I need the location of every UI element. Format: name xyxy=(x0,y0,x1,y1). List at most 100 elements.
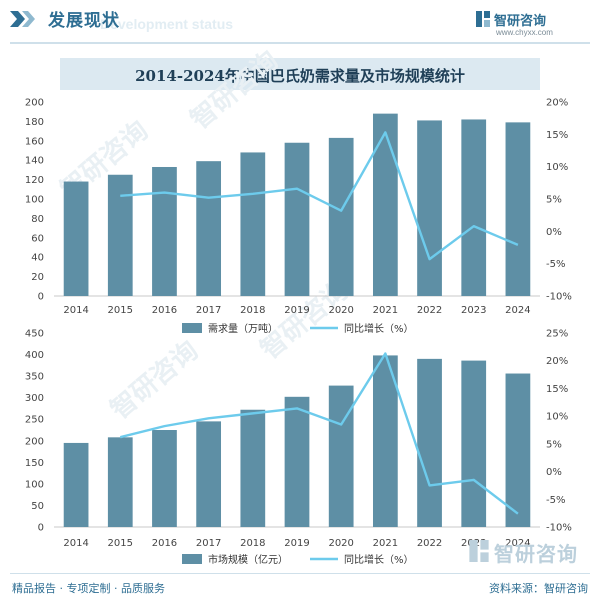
bar xyxy=(152,166,177,296)
legend-bar-swatch xyxy=(182,323,202,333)
x-tick-label: 2015 xyxy=(108,538,133,549)
bar xyxy=(284,396,310,527)
y-right-tick-label: 0% xyxy=(546,227,562,238)
y-left-tick-label: 200 xyxy=(25,436,44,447)
demand-chart: 0 20 40 60 80 100 120 140 160 180 200 -10% -5% 0% 5% 10… xyxy=(25,98,572,336)
y-left-tick-label: 140 xyxy=(25,156,44,167)
bar xyxy=(417,120,442,297)
bar xyxy=(505,373,531,527)
legend-bar-label: 需求量（万吨） xyxy=(208,322,278,335)
x-tick-label: 2022 xyxy=(417,305,442,316)
chart-title-background xyxy=(60,58,540,90)
y-left-tick-label: 450 xyxy=(25,329,44,340)
y-right-tick-label: -10% xyxy=(546,523,572,534)
legend-line-label: 同比增长（%） xyxy=(344,553,414,566)
legend: 需求量（万吨） 同比增长（%） xyxy=(182,322,414,335)
header-chevron-icon xyxy=(10,11,35,27)
x-tick-label: 2019 xyxy=(284,305,309,316)
bar xyxy=(461,360,487,527)
y-right-tick-label: -10% xyxy=(546,292,572,303)
y-left-tick-label: 40 xyxy=(31,253,44,264)
brand-icon xyxy=(476,11,490,27)
growth-line xyxy=(119,352,519,515)
y-right-tick-label: 20% xyxy=(546,356,568,367)
chart-title-bar: 2014-2024年中国巴氏奶需求量及市场规模统计 xyxy=(0,58,600,90)
y-left-tick-label: 0 xyxy=(38,523,44,534)
legend-line-label: 同比增长（%） xyxy=(344,322,414,335)
growth-line xyxy=(120,131,519,261)
y-right-tick-label: 10% xyxy=(546,412,568,423)
bar xyxy=(328,137,354,296)
header-ghost-text: Development status xyxy=(100,16,234,32)
y-left-tick-label: 350 xyxy=(25,372,44,383)
y-right-tick-label: 0% xyxy=(546,467,562,478)
bar xyxy=(152,430,177,527)
x-tick-label: 2024 xyxy=(505,305,530,316)
bar xyxy=(107,174,133,296)
bar xyxy=(196,421,222,527)
y-right-tick-label: 25% xyxy=(546,329,568,340)
x-tick-label: 2022 xyxy=(417,538,442,549)
y-right-tick-label: -5% xyxy=(546,495,565,506)
watermark-brand-text: 智研咨询 xyxy=(494,542,578,566)
x-tick-label: 2015 xyxy=(108,305,133,316)
x-tick-label: 2016 xyxy=(152,305,177,316)
y-left-tick-label: 120 xyxy=(25,175,44,186)
legend-bar-label: 市场规模（亿元） xyxy=(208,553,288,566)
watermark-text: 智研咨询 xyxy=(105,335,205,426)
y-left-tick-label: 150 xyxy=(25,458,44,469)
legend: 市场规模（亿元） 同比增长（%） xyxy=(182,553,414,566)
footer-divider xyxy=(10,573,590,574)
y-left-tick-label: 20 xyxy=(31,272,44,283)
bar xyxy=(284,142,310,296)
y-left-tick-label: 300 xyxy=(25,393,44,404)
footer: 精品报告 · 专项定制 · 品质服务 资料来源：智研咨询 xyxy=(0,573,600,600)
x-tick-label: 2020 xyxy=(328,305,353,316)
bar xyxy=(240,152,266,296)
bar xyxy=(417,358,442,527)
x-tick-label: 2018 xyxy=(240,538,265,549)
y-left-tick-label: 0 xyxy=(38,292,44,303)
brand-name: 智研咨询 xyxy=(494,14,547,29)
bar xyxy=(240,409,266,527)
watermark-brand-icon xyxy=(469,540,489,562)
y-right-tick-label: 15% xyxy=(546,384,568,395)
x-tick-label: 2017 xyxy=(196,305,221,316)
footer-slogan: 精品报告 · 专项定制 · 品质服务 xyxy=(12,582,165,595)
y-left-tick-label: 400 xyxy=(25,350,44,361)
x-tick-label: 2017 xyxy=(196,538,221,549)
legend-bar-swatch xyxy=(182,554,202,564)
bar xyxy=(372,355,398,527)
x-tick-label: 2021 xyxy=(373,538,398,549)
bar xyxy=(505,122,531,297)
bar xyxy=(461,119,487,297)
y-left-tick-label: 60 xyxy=(31,233,44,244)
y-right-tick-label: 5% xyxy=(546,195,562,206)
y-left-tick-label: 160 xyxy=(25,136,44,147)
header: Development status 发展现状 智研咨询 www.chyxx.c… xyxy=(0,0,600,50)
x-tick-label: 2021 xyxy=(373,305,398,316)
x-tick-label: 2023 xyxy=(461,305,486,316)
watermark-brand: 智研咨询 xyxy=(468,538,588,566)
y-left-tick-label: 100 xyxy=(25,479,44,490)
bar xyxy=(63,181,89,296)
x-tick-label: 2016 xyxy=(152,538,177,549)
x-tick-label: 2018 xyxy=(240,305,265,316)
bar xyxy=(196,161,222,296)
bar xyxy=(328,385,354,527)
y-left-tick-label: 100 xyxy=(25,195,44,206)
y-left-tick-label: 200 xyxy=(25,98,44,109)
market-size-chart: 0 50 100 150 200 250 300 350 400 450 -10% -5% 0% 5% 10… xyxy=(25,329,572,567)
x-tick-label: 2014 xyxy=(63,305,88,316)
y-right-tick-label: -5% xyxy=(546,259,565,270)
chart-title: 2014-2024年中国巴氏奶需求量及市场规模统计 xyxy=(135,67,465,85)
y-left-tick-label: 50 xyxy=(31,501,44,512)
watermark-text: 智研咨询 xyxy=(185,45,285,136)
x-tick-label: 2024 xyxy=(505,538,530,549)
y-right-tick-label: 20% xyxy=(546,98,568,109)
bar xyxy=(372,113,398,296)
x-tick-label: 2020 xyxy=(328,538,353,549)
footer-source: 资料来源：智研咨询 xyxy=(489,582,588,595)
brand-logo: 智研咨询 www.chyxx.com xyxy=(476,10,586,40)
